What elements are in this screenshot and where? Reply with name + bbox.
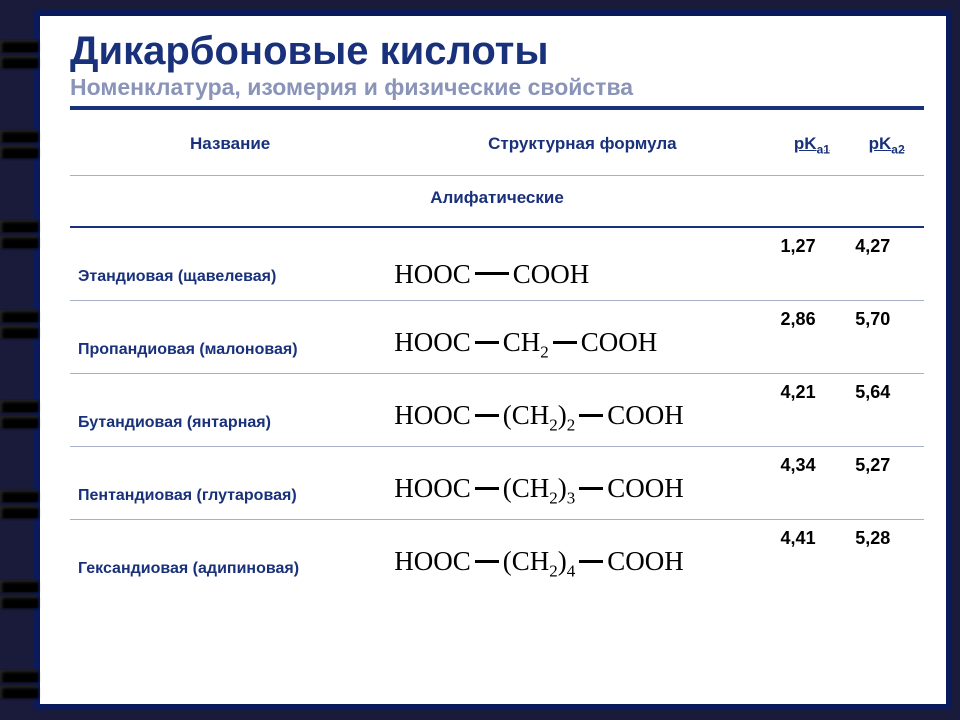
acid-name: Гександиовая (адипиновая) (70, 519, 390, 592)
acids-table: Название Структурная формула pKa1 pKa2 А… (70, 124, 924, 591)
pka1-sub: a1 (817, 143, 830, 157)
binder-hole-pair (0, 220, 38, 252)
pka1-value: 1,27 (775, 227, 850, 301)
acid-formula: HOOCCH2COOH (390, 300, 774, 373)
acid-formula: HOOC(CH2)4COOH (390, 519, 774, 592)
binder-hole-pair (0, 670, 38, 702)
pka2-value: 4,27 (849, 227, 924, 301)
table-body: Алифатические Этандиовая (щавелевая)HOOC… (70, 175, 924, 592)
pka1-value: 2,86 (775, 300, 850, 373)
slide-title: Дикарбоновые кислоты (70, 30, 924, 72)
slide-frame: Дикарбоновые кислоты Номенклатура, изоме… (34, 10, 952, 710)
pka1-value: 4,34 (775, 446, 850, 519)
table-row: Пентандиовая (глутаровая)HOOC(CH2)3COOH4… (70, 446, 924, 519)
slide-subtitle: Номенклатура, изомерия и физические свой… (70, 74, 924, 100)
acid-formula: HOOCCOOH (390, 227, 774, 301)
header-formula: Структурная формула (390, 124, 774, 175)
table-row: Гександиовая (адипиновая)HOOC(CH2)4COOH4… (70, 519, 924, 592)
table-row: Бутандиовая (янтарная)HOOC(CH2)2COOH4,21… (70, 373, 924, 446)
header-pka1: pKa1 (775, 124, 850, 175)
pka2-value: 5,64 (849, 373, 924, 446)
title-block: Дикарбоновые кислоты Номенклатура, изоме… (70, 30, 924, 100)
pka1-value: 4,21 (775, 373, 850, 446)
pka2-value: 5,27 (849, 446, 924, 519)
header-row: Название Структурная формула pKa1 pKa2 (70, 124, 924, 175)
pka2-base: pK (869, 134, 892, 153)
slide-content: Дикарбоновые кислоты Номенклатура, изоме… (40, 16, 946, 602)
header-name: Название (70, 124, 390, 175)
header-pka2: pKa2 (849, 124, 924, 175)
binder-hole-pair (0, 310, 38, 342)
acid-name: Пентандиовая (глутаровая) (70, 446, 390, 519)
table-row: Этандиовая (щавелевая)HOOCCOOH1,274,27 (70, 227, 924, 301)
binder-hole-pair (0, 40, 38, 72)
pka2-value: 5,28 (849, 519, 924, 592)
acid-name: Бутандиовая (янтарная) (70, 373, 390, 446)
pka2-sub: a2 (891, 143, 904, 157)
pka1-base: pK (794, 134, 817, 153)
binder-hole-pair (0, 130, 38, 162)
section-row: Алифатические (70, 175, 924, 227)
binder-holes (0, 0, 42, 720)
acid-name: Пропандиовая (малоновая) (70, 300, 390, 373)
pka1-value: 4,41 (775, 519, 850, 592)
acid-formula: HOOC(CH2)2COOH (390, 373, 774, 446)
acid-formula: HOOC(CH2)3COOH (390, 446, 774, 519)
title-divider (70, 106, 924, 110)
binder-hole-pair (0, 490, 38, 522)
binder-hole-pair (0, 400, 38, 432)
section-label: Алифатические (70, 175, 924, 227)
table-row: Пропандиовая (малоновая)HOOCCH2COOH2,865… (70, 300, 924, 373)
binder-hole-pair (0, 580, 38, 612)
pka2-value: 5,70 (849, 300, 924, 373)
acid-name: Этандиовая (щавелевая) (70, 227, 390, 301)
